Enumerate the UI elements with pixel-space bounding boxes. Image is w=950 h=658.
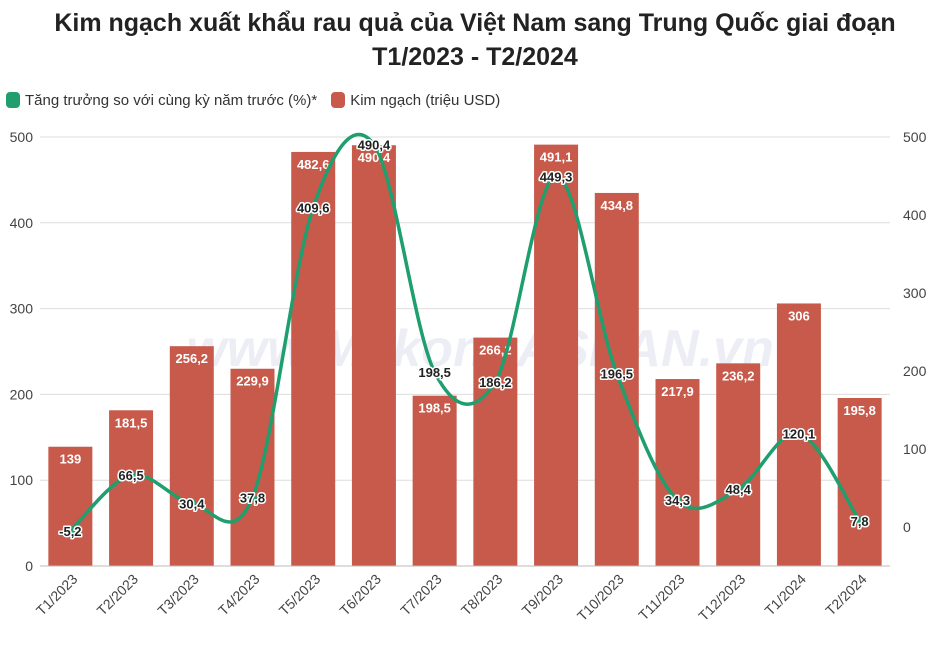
bar (412, 395, 457, 566)
bar-value-label: 195,8 (843, 403, 876, 418)
x-tick-label: T11/2023 (635, 571, 688, 624)
bar-value-label: 491,1 (540, 150, 573, 165)
legend-item-value[interactable]: Kim ngạch (triệu USD) (331, 92, 500, 109)
bar (594, 192, 639, 567)
growth-point (430, 367, 440, 377)
x-tick-label: T2/2023 (94, 571, 142, 619)
bar (230, 368, 275, 566)
bar (48, 446, 93, 566)
bar-value-label: 266,2 (479, 343, 512, 358)
growth-line (68, 132, 862, 533)
y-left-tick-label: 500 (10, 129, 34, 145)
growth-value-label: 66,5 (118, 468, 143, 483)
growth-point (126, 470, 136, 480)
x-tick-label: T6/2023 (336, 571, 384, 619)
x-tick-label: T2/2024 (822, 571, 870, 619)
x-tick-label: T7/2023 (397, 571, 445, 619)
bar-value-label: 139 (60, 452, 82, 467)
bar-value-label: 229,9 (236, 374, 269, 389)
x-tick-label: T9/2023 (519, 571, 567, 619)
growth-value-label: 120,1 (783, 426, 816, 441)
growth-value-label: 37,8 (240, 491, 265, 506)
bar-value-label: 236,2 (722, 368, 755, 383)
bar (109, 410, 154, 566)
growth-value-label: 48,4 (726, 482, 752, 497)
x-tick-label: T1/2024 (761, 571, 809, 619)
bar-value-label: 217,9 (661, 384, 694, 399)
bar (473, 337, 518, 566)
y-left-tick-label: 0 (25, 558, 33, 574)
x-tick-label: T5/2023 (276, 571, 324, 619)
x-tick-label: T1/2023 (33, 571, 81, 619)
legend-item-growth[interactable]: Tăng trưởng so với cùng kỳ năm trước (%)… (6, 92, 317, 109)
y-left-tick-label: 100 (10, 472, 34, 488)
growth-point (187, 498, 197, 508)
bar (291, 151, 336, 566)
bar-value-label: 198,5 (418, 401, 451, 416)
y-right-tick-label: 200 (903, 363, 927, 379)
chart-title-line-2: T1/2023 - T2/2024 (372, 43, 578, 71)
bar (534, 144, 579, 566)
growth-point (369, 139, 379, 149)
bar (169, 346, 214, 566)
bar (716, 363, 761, 566)
bar-value-label: 434,8 (601, 198, 634, 213)
growth-point (733, 484, 743, 494)
legend: Tăng trưởng so với cùng kỳ năm trước (%)… (6, 89, 514, 111)
growth-point (551, 172, 561, 182)
x-tick-label: T3/2023 (154, 571, 202, 619)
y-right-tick-label: 100 (903, 441, 927, 457)
growth-point (490, 377, 500, 387)
x-tick-label: T10/2023 (574, 571, 627, 624)
y-left-tick-label: 200 (10, 386, 34, 402)
legend-label-growth: Tăng trưởng so với cùng kỳ năm trước (%)… (25, 91, 318, 109)
bar-value-label: 306 (788, 308, 810, 323)
growth-value-label: 30,4 (179, 496, 205, 511)
growth-value-label: 490,4 (358, 137, 391, 152)
y-left-tick-label: 300 (10, 301, 34, 317)
growth-value-label: 198,5 (418, 365, 451, 380)
bar (351, 145, 396, 566)
growth-point (248, 493, 257, 503)
growth-value-label: -5,2 (59, 524, 81, 539)
bar (655, 379, 700, 566)
growth-value-label: 409,6 (297, 201, 330, 216)
y-right-tick-label: 400 (903, 207, 927, 223)
bar-value-label: 256,2 (176, 351, 209, 366)
x-tick-label: T4/2023 (215, 571, 263, 619)
bar-value-label: 181,5 (115, 415, 148, 430)
chart-title-line-1: Kim ngạch xuất khẩu rau quả của Việt Nam… (54, 9, 896, 37)
y-right-tick-label: 0 (903, 519, 911, 535)
legend-label-value: Kim ngạch (triệu USD) (350, 91, 501, 109)
chart-title: Kim ngạch xuất khẩu rau quả của Việt Nam… (0, 6, 950, 74)
growth-point (673, 495, 682, 505)
growth-point (855, 516, 865, 526)
x-tick-label: T12/2023 (695, 571, 748, 624)
bar-value-label: 482,6 (297, 157, 330, 172)
growth-point (794, 428, 804, 438)
bar (837, 398, 882, 566)
legend-swatch-value (331, 92, 346, 108)
growth-value-label: 449,3 (540, 170, 573, 185)
growth-point (308, 203, 318, 213)
y-right-tick-label: 500 (903, 129, 927, 145)
growth-point (612, 369, 622, 379)
growth-value-label: 7,8 (851, 514, 869, 529)
x-tick-label: T8/2023 (458, 571, 506, 619)
growth-value-label: 34,3 (665, 493, 690, 508)
y-right-tick-label: 300 (903, 285, 927, 301)
legend-swatch-growth (6, 92, 20, 108)
y-left-tick-label: 400 (10, 215, 34, 231)
growth-value-label: 186,2 (479, 375, 512, 390)
growth-value-label: 196,5 (601, 367, 634, 382)
growth-point (65, 526, 75, 536)
